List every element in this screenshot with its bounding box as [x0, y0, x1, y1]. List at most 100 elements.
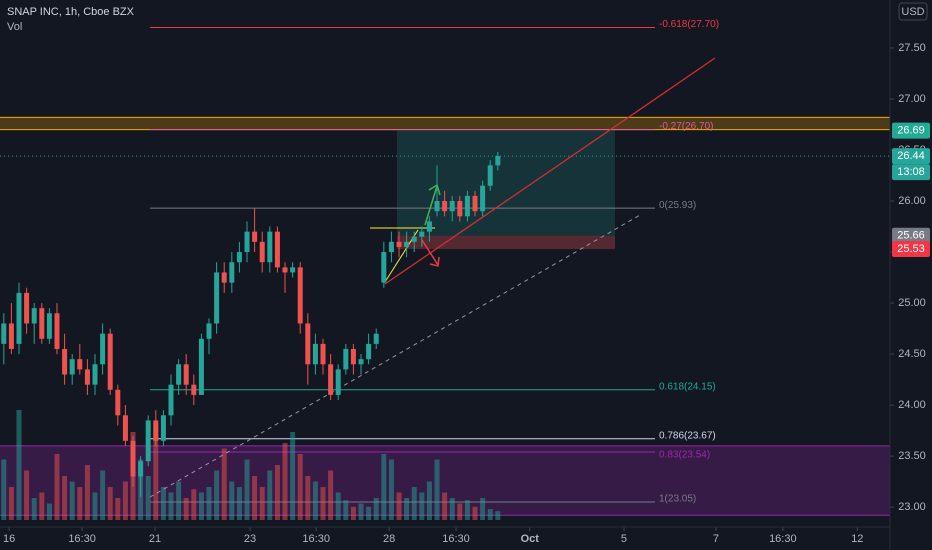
volume-bar — [77, 487, 83, 520]
volume-bar — [487, 509, 493, 520]
price-tag-label: 26.69 — [897, 125, 925, 137]
volume-bar — [297, 454, 303, 520]
fib-label: 0(25.93) — [659, 200, 696, 211]
volume-label: Vol — [7, 21, 22, 33]
candle-body — [31, 308, 37, 324]
candle-body — [442, 201, 448, 212]
candle-body — [236, 252, 242, 263]
candle-body — [206, 323, 212, 339]
price-tag-label: 25.66 — [897, 230, 925, 242]
candles — [1, 152, 501, 497]
candle-body — [8, 323, 14, 349]
volume-bar — [259, 487, 265, 520]
volume-bar — [274, 465, 280, 520]
volume-bar — [54, 454, 60, 520]
candle-body — [107, 333, 113, 390]
volume-bar — [282, 443, 288, 520]
volume-bar — [198, 492, 204, 520]
volume-bar — [92, 492, 98, 520]
volume-bar — [160, 487, 166, 520]
volume-bar — [312, 481, 318, 520]
volume-bar — [388, 459, 394, 520]
currency-box[interactable] — [898, 2, 928, 21]
candle-body — [267, 231, 273, 263]
volume-bar — [107, 487, 113, 520]
volume-bar — [221, 448, 227, 520]
candle-body — [343, 348, 349, 370]
candle-body — [130, 440, 136, 477]
volume-bar — [115, 498, 121, 520]
candle-body — [84, 369, 90, 385]
volume-bar — [16, 410, 22, 520]
volume-bar — [153, 426, 159, 520]
volume-bar — [252, 476, 258, 520]
candle-body — [358, 359, 364, 365]
volume-bar — [145, 476, 151, 520]
volume-bar — [290, 432, 296, 520]
trend-line — [384, 57, 716, 285]
volume-bar — [335, 492, 341, 520]
candle-body — [16, 292, 22, 344]
candle-body — [92, 364, 98, 385]
volume-bar — [183, 498, 189, 520]
candle-body — [297, 267, 303, 324]
drawings — [149, 57, 716, 498]
candle-body — [191, 384, 197, 395]
candle-body — [138, 461, 144, 477]
volume-bar — [31, 498, 37, 520]
volume — [1, 410, 501, 520]
volume-bar — [381, 454, 387, 520]
volume-bar — [229, 481, 235, 520]
x-tick-label: 28 — [383, 533, 395, 545]
volume-bar — [176, 481, 182, 520]
candle-body — [115, 389, 121, 416]
y-tick-label: 24.50 — [898, 348, 926, 360]
candle-body — [487, 165, 493, 186]
arrow-down — [421, 239, 439, 266]
arrow-head — [429, 256, 440, 267]
volume-bar — [39, 492, 45, 520]
candle-body — [388, 241, 394, 253]
candle-body — [312, 343, 318, 365]
candle-body — [381, 252, 387, 283]
x-tick-label: 16 — [3, 533, 15, 545]
price-tag — [892, 148, 930, 165]
candle-body — [335, 369, 341, 395]
fib-label: 0.786(23.67) — [659, 430, 716, 441]
candle-body — [168, 384, 174, 416]
candle-body — [229, 262, 235, 283]
x-tick-label: 12 — [851, 533, 863, 545]
countdown-box — [892, 164, 930, 181]
volume-bar — [366, 506, 372, 520]
currency[interactable]: USD — [901, 6, 924, 18]
candle-body — [214, 272, 220, 324]
candle-body — [176, 364, 182, 385]
price-tag — [892, 240, 930, 257]
candle-body — [320, 343, 326, 365]
candle-body — [244, 231, 250, 253]
x-tick-label: 16:30 — [68, 533, 96, 545]
candle-body — [449, 201, 455, 212]
candle-body — [183, 364, 189, 385]
candle-body — [221, 272, 227, 283]
candle-body — [198, 338, 204, 395]
volume-bar — [191, 489, 197, 520]
candle-body — [373, 333, 379, 344]
candle-body — [366, 343, 372, 360]
volume-bar — [320, 487, 326, 520]
volume-bar — [449, 498, 455, 520]
candle-body — [495, 156, 501, 166]
x-tick-label: 16:30 — [442, 533, 470, 545]
volume-bar — [267, 470, 273, 520]
volume-bar — [69, 481, 75, 520]
candle-body — [54, 313, 60, 349]
volume-bar — [495, 511, 501, 520]
volume-bar — [343, 500, 349, 520]
volume-bar — [350, 506, 356, 520]
candle-body — [145, 420, 151, 462]
countdown: 13:08 — [897, 166, 925, 178]
volume-bar — [168, 492, 174, 520]
x-tick-label: 16:30 — [769, 533, 797, 545]
